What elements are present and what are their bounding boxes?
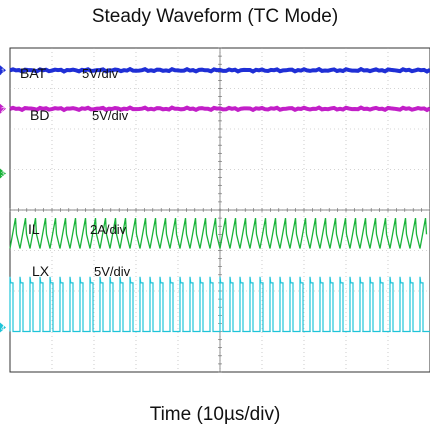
channel-scale-bd: 5V/div xyxy=(92,108,129,123)
trace-marker-number: 4 xyxy=(1,325,5,332)
trace-bat xyxy=(9,66,430,74)
trace-marker-number: 3 xyxy=(1,172,5,179)
trace-marker xyxy=(0,322,6,333)
x-axis-label: Time (10µs/div) xyxy=(149,404,281,425)
trace-marker xyxy=(0,103,6,114)
trace-lx xyxy=(9,276,430,333)
trace-bd xyxy=(9,105,430,113)
channel-scale-lx: 5V/div xyxy=(94,264,131,279)
trace-marker xyxy=(0,65,6,76)
trace-marker-number: 2 xyxy=(1,107,5,114)
channel-labels: BAT 5V/div BD 5V/div IL 2A/div LX 5V/div 1 2 3 4 xyxy=(0,65,131,333)
chart-title: Steady Waveform (TC Mode) xyxy=(91,6,339,27)
channel-name-bd: BD xyxy=(30,107,49,123)
trace-marker xyxy=(0,168,6,179)
trace-marker-number: 1 xyxy=(1,68,5,75)
channel-scale-bat: 5V/div xyxy=(82,66,119,81)
channel-scale-il: 2A/div xyxy=(90,222,127,237)
scope-grid xyxy=(9,47,430,373)
scope-traces xyxy=(9,66,430,333)
channel-name-lx: LX xyxy=(32,263,50,279)
channel-name-bat: BAT xyxy=(20,65,47,81)
trace-il xyxy=(9,217,428,249)
channel-name-il: IL xyxy=(28,221,40,237)
